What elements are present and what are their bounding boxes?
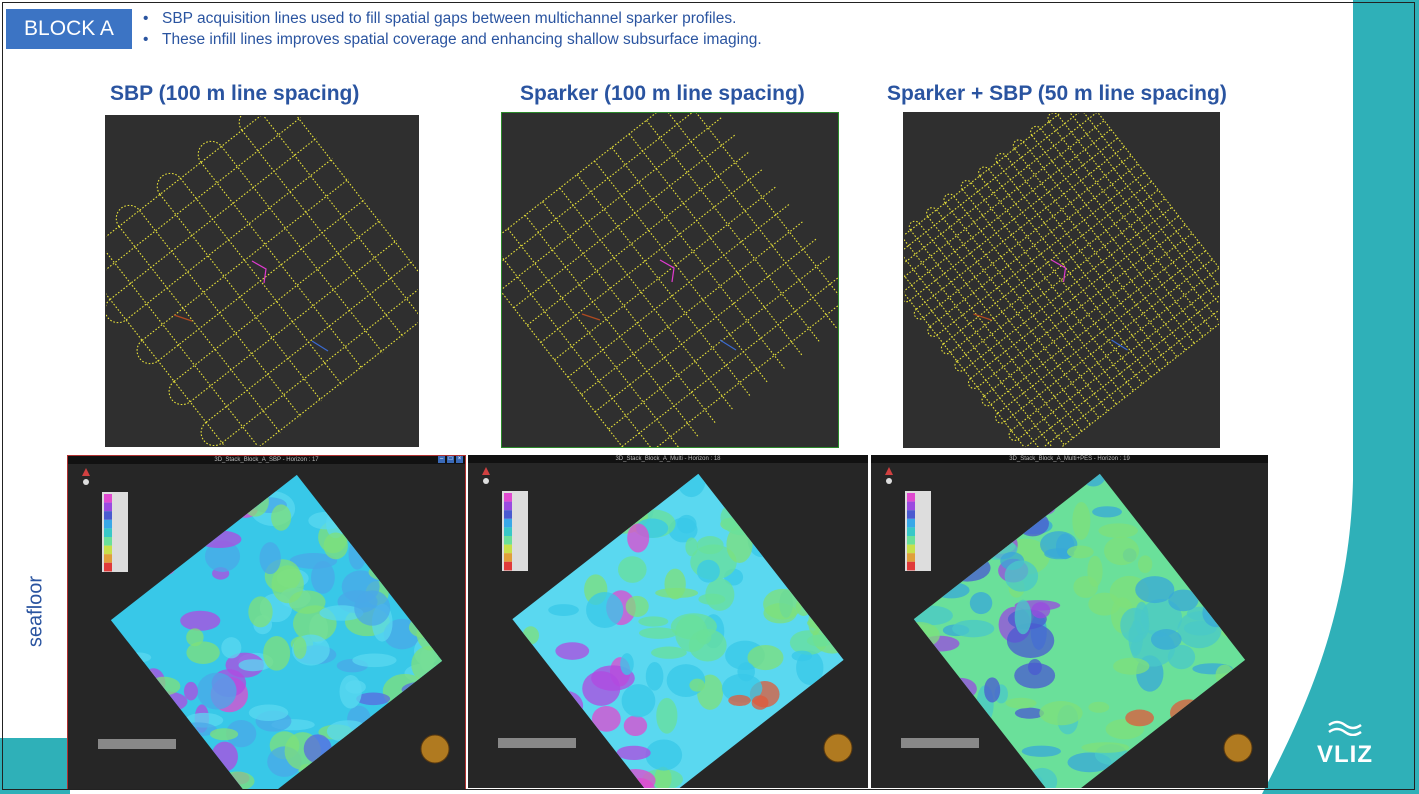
map-title-sparker: Sparker (100 m line spacing): [520, 82, 805, 105]
logo-text: VLIZ: [1317, 741, 1373, 768]
minimize-icon[interactable]: –: [438, 456, 445, 463]
map-panel-sbp: [105, 115, 419, 447]
close-icon[interactable]: ×: [456, 456, 463, 463]
map-panel-combined: [903, 112, 1220, 448]
bullet-list: SBP acquisition lines used to fill spati…: [140, 8, 762, 50]
vliz-logo: VLIZ: [1310, 718, 1380, 769]
seafloor-screenshot-2: 3D_Stack_Block_A_Multi - Horizon : 18: [468, 455, 868, 788]
track-lines-image: [502, 113, 838, 447]
seafloor-surface-image: [482, 467, 853, 788]
block-label: BLOCK A: [6, 9, 132, 49]
seafloor-label: seafloor: [24, 575, 47, 648]
map-title-combined: Sparker + SBP (50 m line spacing): [887, 82, 1227, 105]
track-lines-image: [904, 113, 1219, 447]
bullet-item: These infill lines improves spatial cove…: [140, 29, 762, 50]
seafloor-surface-image: [82, 468, 450, 789]
map-panel-sparker: [501, 112, 839, 448]
wave-icon: [1328, 720, 1362, 737]
seafloor-surface-image: [885, 467, 1253, 788]
seafloor-screenshot-1: 3D_Stack_Block_A_SBP - Horizon : 17 – □ ×: [67, 455, 466, 790]
window-titlebar: 3D_Stack_Block_A_Multi - Horizon : 18: [468, 455, 868, 463]
window-titlebar: 3D_Stack_Block_A_Multi+PES - Horizon : 1…: [871, 455, 1268, 463]
bullet-item: SBP acquisition lines used to fill spati…: [140, 8, 762, 29]
window-titlebar: 3D_Stack_Block_A_SBP - Horizon : 17: [68, 456, 465, 464]
seafloor-screenshot-3: 3D_Stack_Block_A_Multi+PES - Horizon : 1…: [871, 455, 1268, 788]
maximize-icon[interactable]: □: [447, 456, 454, 463]
track-lines-image: [106, 116, 418, 446]
map-title-sbp: SBP (100 m line spacing): [110, 82, 360, 105]
window-controls: – □ ×: [438, 456, 463, 464]
